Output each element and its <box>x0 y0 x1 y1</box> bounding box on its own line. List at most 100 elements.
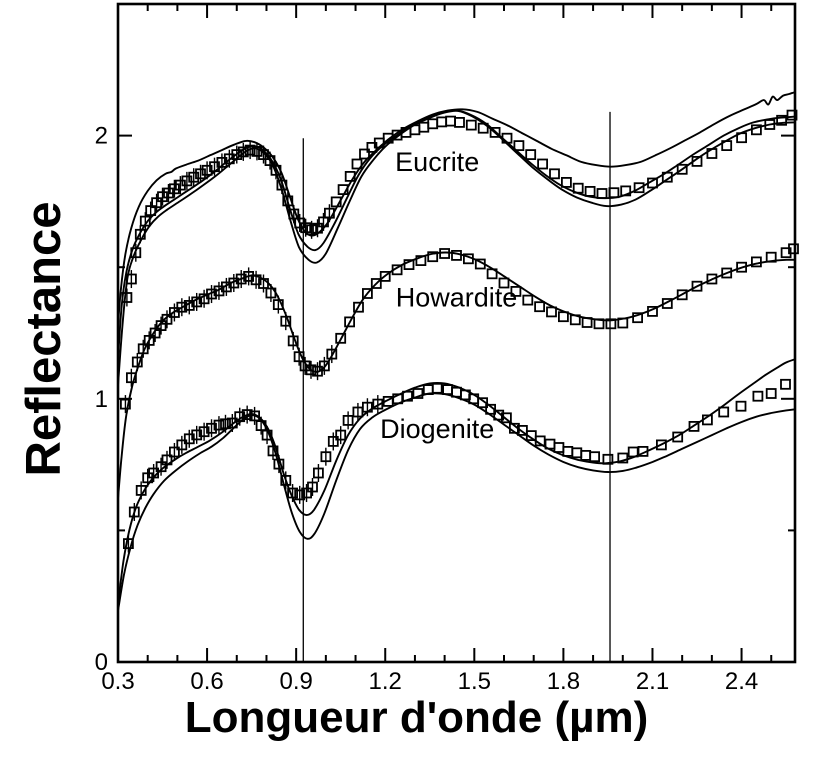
eucrite-square-marker <box>549 168 560 180</box>
eucrite-square-marker <box>454 117 465 128</box>
eucrite-square-marker <box>537 158 548 170</box>
diogenite-square-marker <box>267 445 279 457</box>
diogenite-square-marker <box>553 442 565 453</box>
howardite-square-marker <box>149 327 161 339</box>
howardite-square-marker <box>462 253 474 265</box>
eucrite-square-marker <box>251 145 263 157</box>
eucrite-square-marker <box>344 170 356 182</box>
eucrite-square-marker <box>786 109 798 121</box>
howardite-square-marker <box>137 343 149 355</box>
howardite-square-marker <box>353 301 364 313</box>
eucrite-square-marker <box>691 155 703 167</box>
howardite-square-marker <box>510 285 522 297</box>
howardite-square-marker <box>161 313 173 325</box>
howardite-square-marker <box>126 372 137 384</box>
diogenite-square-marker <box>508 422 520 434</box>
eucrite-square-marker <box>139 215 151 227</box>
diogenite-square-marker <box>602 453 614 465</box>
diogenite-data-points <box>123 378 791 553</box>
eucrite-square-marker <box>721 140 733 152</box>
eucrite-square-marker <box>323 207 335 219</box>
y-tick-label-0: 0 <box>95 649 108 676</box>
howardite-square-marker <box>265 287 277 299</box>
eucrite-square-marker <box>318 216 329 228</box>
eucrite-square-marker <box>351 158 363 170</box>
eucrite-square-marker <box>764 119 776 130</box>
eucrite-square-marker <box>312 222 323 234</box>
howardite-square-marker <box>370 278 382 289</box>
howardite-square-marker <box>632 312 643 324</box>
diogenite-square-marker <box>255 420 267 432</box>
diogenite-square-marker <box>161 454 173 466</box>
eucrite-square-marker <box>525 149 537 161</box>
eucrite-square-marker <box>647 177 658 189</box>
diogenite-square-marker <box>580 449 592 461</box>
howardite-square-marker <box>379 270 391 282</box>
eucrite-square-marker <box>477 122 489 134</box>
howardite-data-points <box>120 243 799 414</box>
eucrite-square-marker <box>572 182 584 194</box>
eucrite-square-marker <box>427 118 439 130</box>
diogenite-square-marker <box>234 411 246 423</box>
eucrite-square-marker <box>584 185 596 197</box>
howardite-square-marker <box>318 360 330 372</box>
eucrite-square-marker <box>633 182 645 194</box>
diogenite-square-marker <box>442 384 454 396</box>
eucrite-square-marker <box>264 155 276 167</box>
diogenite-square-marker <box>320 451 332 463</box>
diogenite-square-marker <box>176 439 188 451</box>
eucrite-square-marker <box>126 273 137 285</box>
diogenite-square-marker <box>361 401 373 413</box>
diogenite-square-marker <box>148 467 160 479</box>
eucrite-square-marker <box>282 195 294 207</box>
howardite-square-marker <box>534 301 545 313</box>
howardite-square-marker <box>326 348 338 360</box>
howardite-square-marker <box>344 316 356 328</box>
diogenite-square-marker <box>168 446 180 458</box>
eucrite-square-marker <box>596 188 608 199</box>
eucrite-square-marker <box>661 171 673 183</box>
diogenite-square-marker <box>307 481 318 493</box>
diogenite-square-marker <box>656 439 667 451</box>
howardite-square-marker <box>569 314 581 326</box>
diogenite-square-marker <box>155 461 167 473</box>
diogenite-square-marker <box>780 378 791 390</box>
x-tick-label-1.2: 1.2 <box>369 668 402 695</box>
howardite-square-marker <box>293 351 305 363</box>
howardite-square-marker <box>415 255 427 267</box>
x-tick-label-2.4: 2.4 <box>725 668 758 695</box>
x-axis-title: Longueur d'onde (µm) <box>184 693 649 742</box>
diogenite-square-marker <box>688 420 700 432</box>
eucrite-square-marker <box>736 132 747 144</box>
eucrite-square-marker <box>337 184 349 196</box>
eucrite-square-marker <box>489 127 501 138</box>
eucrite-square-marker <box>134 228 146 240</box>
eucrite-square-marker <box>276 179 288 191</box>
diogenite-square-marker <box>571 447 583 459</box>
y-tick-label-1: 1 <box>95 386 108 413</box>
diogenite-square-marker <box>412 388 424 399</box>
diogenite-square-marker <box>312 467 324 479</box>
howardite-square-marker <box>335 332 347 344</box>
diogenite-square-marker <box>191 429 203 441</box>
diogenite-model-curve-2 <box>117 392 796 612</box>
howardite-square-marker <box>391 264 403 276</box>
diogenite-square-marker <box>213 419 225 431</box>
howardite-square-marker <box>546 306 557 318</box>
eucrite-square-marker <box>561 176 572 188</box>
howardite-square-marker <box>721 267 733 279</box>
eucrite-square-marker <box>706 148 718 159</box>
diogenite-square-marker <box>261 429 273 441</box>
eucrite-model-curve-3 <box>117 109 796 387</box>
x-tick-label-0.6: 0.6 <box>190 668 223 695</box>
diogenite-square-marker <box>294 489 306 501</box>
diogenite-square-marker <box>477 397 489 409</box>
diogenite-square-marker <box>372 398 384 410</box>
diogenite-square-marker <box>123 538 134 549</box>
howardite-square-marker <box>131 356 143 368</box>
howardite-square-marker <box>736 261 747 273</box>
curve-label-howardite: Howardite <box>396 283 518 313</box>
howardite-square-marker <box>647 305 658 317</box>
eucrite-square-marker <box>501 132 513 144</box>
diogenite-square-marker <box>301 487 313 499</box>
